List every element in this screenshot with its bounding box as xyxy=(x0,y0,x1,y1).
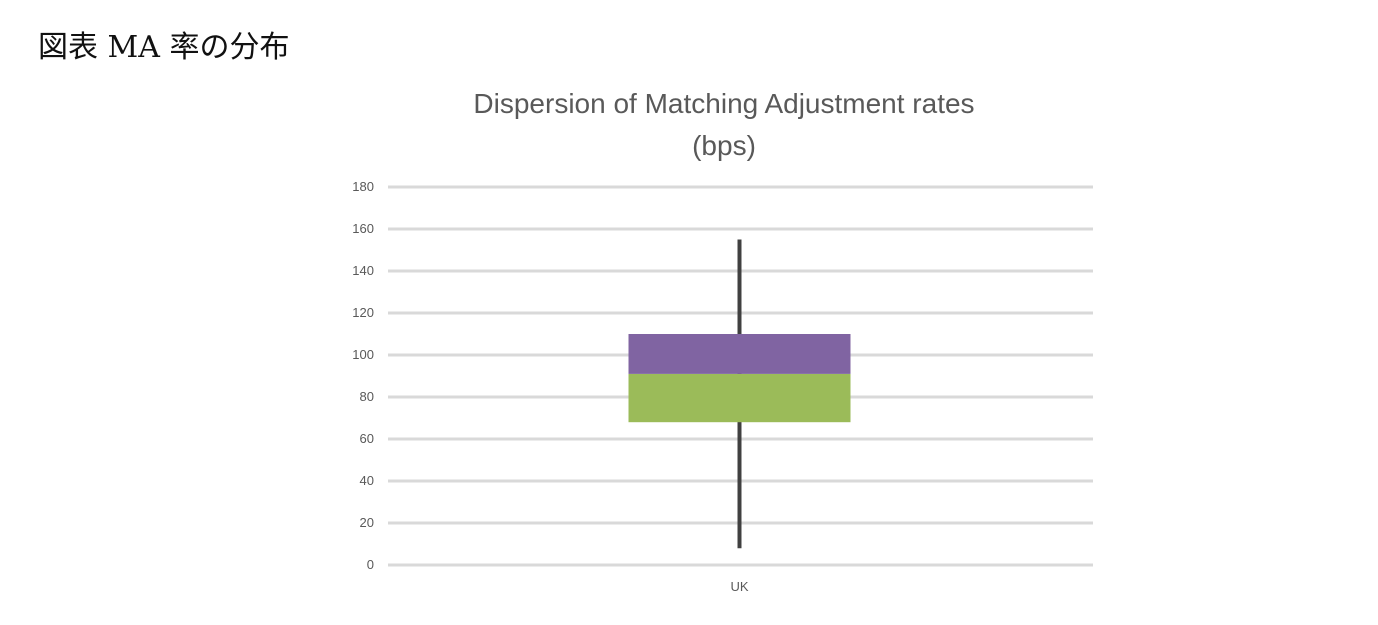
boxes xyxy=(628,239,851,549)
y-tick-label: 120 xyxy=(352,305,374,320)
y-tick-label: 160 xyxy=(352,221,374,236)
y-axis-ticks: 0 20 40 60 80 100 120 140 160 180 xyxy=(352,179,374,572)
chart-title-line-2: (bps) xyxy=(692,130,756,161)
y-tick-label: 60 xyxy=(360,431,374,446)
chart-title-line-1: Dispersion of Matching Adjustment rates xyxy=(473,88,974,119)
y-tick-label: 20 xyxy=(360,515,374,530)
y-tick-label: 140 xyxy=(352,263,374,278)
y-tick-label: 100 xyxy=(352,347,374,362)
y-tick-label: 80 xyxy=(360,389,374,404)
x-axis-categories: UK xyxy=(730,579,748,594)
box-lower-q1-median xyxy=(628,373,851,423)
y-tick-label: 0 xyxy=(367,557,374,572)
y-tick-label: 40 xyxy=(360,473,374,488)
x-category-label: UK xyxy=(730,579,748,594)
y-tick-label: 180 xyxy=(352,179,374,194)
figure-caption: 図表 MA 率の分布 xyxy=(38,30,290,65)
box-upper-median-q3 xyxy=(628,334,851,374)
